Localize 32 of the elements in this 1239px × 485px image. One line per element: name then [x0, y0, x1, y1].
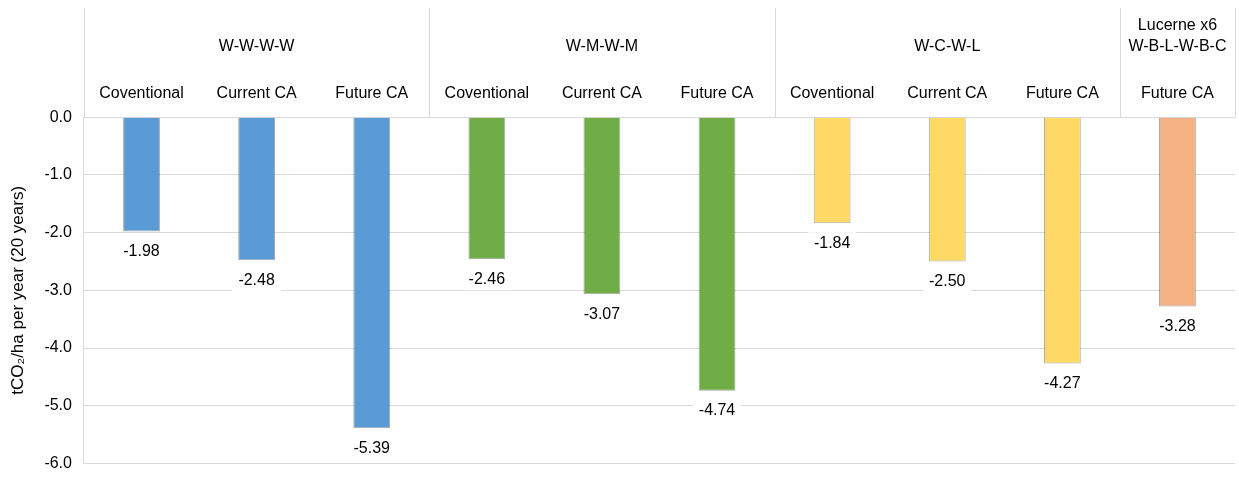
data-label: -1.84 — [813, 233, 851, 251]
data-label: -3.07 — [583, 304, 621, 322]
data-label: -4.74 — [698, 401, 736, 419]
y-tick-label: -6.0 — [44, 453, 73, 471]
x-tick-label: Future CA — [1140, 84, 1215, 102]
y-tick-label: -1.0 — [44, 165, 73, 183]
x-tick-label: Future CA — [1025, 84, 1100, 102]
data-label: -5.39 — [353, 438, 391, 456]
y-tick-label: -5.0 — [44, 396, 73, 414]
x-tick-label: Future CA — [680, 84, 754, 102]
text: W-C-W-L — [914, 37, 981, 55]
y-tick-label: 0.0 — [49, 107, 73, 125]
text: W-W-W-W — [218, 37, 296, 55]
y-axis-title: tCO₂/ha per year (20 years) — [7, 185, 27, 395]
x-tick-label: Coventional — [99, 84, 184, 102]
data-label: -3.28 — [1159, 316, 1196, 334]
y-tick-label: -4.0 — [44, 338, 73, 356]
x-tick-label: Current CA — [907, 84, 988, 102]
y-tick-label: -3.0 — [44, 280, 73, 298]
data-label: -4.27 — [1044, 373, 1081, 391]
y-tick-label: -2.0 — [44, 223, 73, 241]
x-tick-label: Current CA — [561, 84, 643, 102]
text: W-M-W-M — [565, 37, 639, 55]
data-label: -2.46 — [468, 269, 506, 287]
text: Lucerne x6 W-B-L-W-B-C — [1128, 16, 1227, 55]
data-label: -1.98 — [123, 241, 160, 259]
x-tick-label: Coventional — [444, 84, 530, 102]
x-tick-label: Coventional — [789, 84, 875, 102]
data-label: -2.48 — [238, 270, 275, 288]
x-tick-label: Future CA — [335, 84, 409, 102]
x-tick-label: Current CA — [216, 84, 297, 102]
data-label: -2.50 — [929, 271, 966, 289]
